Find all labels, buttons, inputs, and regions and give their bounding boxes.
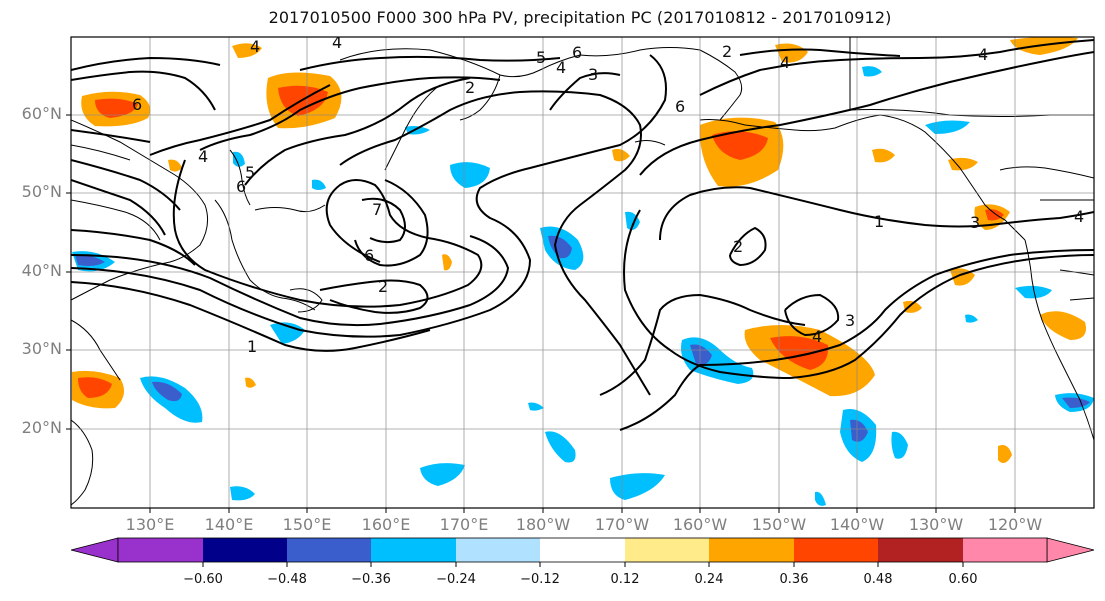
contour-label: 6	[132, 95, 142, 114]
lon-label: 160°E	[361, 515, 411, 534]
lon-label: 160°W	[672, 515, 728, 534]
precip-negative-regions	[72, 66, 1094, 506]
colorbar-cell	[878, 538, 963, 562]
lat-label: 50°N	[21, 182, 62, 201]
contour-label: 3	[970, 213, 980, 232]
contour-label: 4	[978, 45, 988, 64]
contour-label: 3	[588, 65, 598, 84]
contour-label: 6	[236, 177, 246, 196]
colorbar-tick-label: 0.60	[948, 572, 978, 587]
contour-label: 2	[722, 42, 732, 61]
plot-area	[71, 37, 1094, 508]
lon-label: 130°E	[125, 515, 175, 534]
colorbar-extend-low	[70, 537, 119, 563]
contour-label: 5	[536, 48, 546, 67]
lon-label: 130°W	[908, 515, 964, 534]
lat-label: 30°N	[21, 339, 62, 358]
contour-label: 6	[675, 97, 685, 116]
colorbar-tick-label: 0.36	[779, 572, 809, 587]
colorbar-cell	[709, 538, 794, 562]
contour-label: 3	[845, 311, 855, 330]
lon-label: 120°W	[987, 515, 1043, 534]
colorbar-tick-label: 0.48	[863, 572, 893, 587]
contour-label: 4	[1074, 207, 1084, 226]
graticule	[71, 37, 1094, 508]
lat-label: 20°N	[21, 418, 62, 437]
colorbar-cell	[540, 538, 625, 562]
contour-label: 1	[247, 337, 257, 356]
map-title: 2017010500 F000 300 hPa PV, precipitatio…	[268, 8, 892, 27]
contour-label: 4	[812, 327, 822, 346]
colorbar-cell	[456, 538, 540, 562]
colorbar-tick-label: −0.60	[183, 572, 223, 587]
colorbar-tick-label: 0.24	[694, 572, 724, 587]
contour-label: 4	[198, 147, 208, 166]
coastlines	[71, 37, 1094, 506]
lat-label: 60°N	[21, 104, 62, 123]
contour-label: 4	[250, 37, 260, 56]
lon-label: 140°W	[829, 515, 885, 534]
colorbar-tick-label: −0.12	[520, 572, 560, 587]
colorbar	[70, 537, 1095, 567]
colorbar-cell	[625, 538, 709, 562]
lon-label: 170°W	[594, 515, 650, 534]
colorbar-cell	[371, 538, 456, 562]
colorbar-cell	[963, 538, 1047, 562]
contour-label: 6	[572, 43, 582, 62]
contour-label: 2	[733, 237, 743, 256]
axis-ticks	[66, 114, 1016, 513]
colorbar-cell	[794, 538, 878, 562]
lon-label: 180°W	[515, 515, 571, 534]
lon-label: 140°E	[204, 515, 254, 534]
contour-label: 7	[372, 200, 382, 219]
colorbar-cell	[118, 538, 203, 562]
contour-label: 4	[780, 53, 790, 72]
lon-label: 150°E	[282, 515, 332, 534]
contour-label: 2	[465, 78, 475, 97]
colorbar-outline	[117, 537, 1048, 563]
colorbar-cell	[203, 538, 287, 562]
contour-label: 4	[556, 58, 566, 77]
pv-contours	[71, 39, 1094, 431]
contour-label: 2	[378, 277, 388, 296]
colorbar-tick-label: −0.24	[436, 572, 476, 587]
colorbar-cell	[287, 538, 371, 562]
lon-label: 170°E	[439, 515, 489, 534]
contour-labels: 4 4 5 6 4 3 2 2 4 6 6 5 4 6 7 6 2 1 2 1 …	[132, 33, 1084, 356]
lon-label: 150°W	[751, 515, 807, 534]
colorbar-tick-label: −0.36	[351, 572, 391, 587]
lat-label: 40°N	[21, 261, 62, 280]
colorbar-tick-label: −0.48	[267, 572, 307, 587]
contour-label: 6	[364, 246, 374, 265]
contour-label: 1	[874, 212, 884, 231]
colorbar-tick-label: 0.12	[610, 572, 640, 587]
contour-label: 4	[332, 33, 342, 52]
colorbar-extend-high	[1046, 537, 1095, 563]
contour-label: 5	[245, 163, 255, 182]
